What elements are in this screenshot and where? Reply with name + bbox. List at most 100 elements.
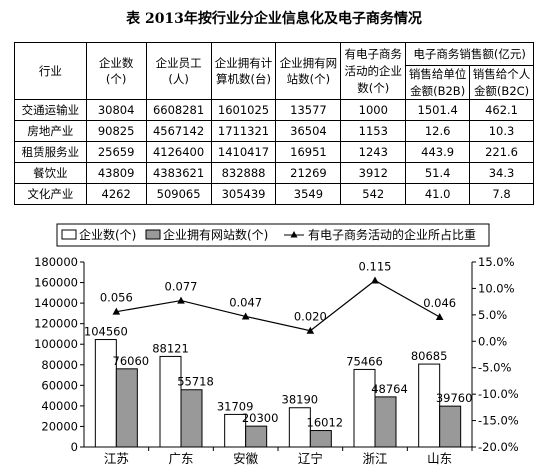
cell-computers: 305439 [210, 183, 277, 206]
header-employees-line2: (人) [168, 72, 189, 87]
data-label-websites: 55718 [177, 375, 214, 389]
bar-enterprises [159, 355, 182, 448]
header-b2b: 销售给单位金额(B2B) [405, 64, 471, 101]
ratio-label: 0.020 [294, 310, 327, 324]
cell-b2c: 462.1 [469, 99, 534, 122]
data-label-enterprises: 38190 [282, 393, 319, 407]
header-websites-line2: 站数(个) [286, 72, 331, 87]
y2-tick-label: -5.0% [478, 361, 511, 375]
page-title: 表 2013年按行业分企业信息化及电子商务情况 [126, 11, 422, 27]
table-row: 餐饮业 43809 4383621 832888 21269 3912 51.4… [14, 162, 534, 185]
x-tick-label: 辽宁 [298, 451, 323, 466]
bar-websites [245, 425, 268, 448]
header-employees-line1: 企业员工 [155, 55, 202, 70]
legend-swatch-enterprises [61, 229, 77, 240]
bar-websites [374, 396, 397, 448]
header-computers-line1: 企业拥有计 [214, 55, 273, 70]
cell-b2c: 221.6 [469, 141, 534, 164]
header-b2b-line2: 金额(B2B) [410, 83, 466, 98]
legend-swatch-websites [145, 229, 161, 240]
cell-b2c: 7.8 [469, 183, 534, 206]
y-tick-label: 20000 [41, 419, 78, 433]
ratio-point [112, 307, 121, 315]
data-label-enterprises: 88121 [152, 341, 189, 355]
bar-enterprises [288, 407, 311, 448]
data-label-enterprises: 104560 [84, 325, 128, 339]
cell-ecom: 1000 [340, 99, 407, 122]
header-computers: 企业拥有计算机数(台) [210, 41, 277, 101]
header-ecom-line2: 活动的企业 [344, 63, 403, 78]
y-tick-label: 120000 [34, 317, 78, 331]
cell-industry: 交通运输业 [14, 99, 87, 122]
cell-b2b: 443.9 [405, 141, 471, 164]
ratio-label: 0.077 [165, 280, 198, 294]
y-tick-label: 160000 [34, 276, 78, 290]
x-tick-label: 山东 [427, 451, 452, 466]
x-tick-label: 广东 [168, 451, 193, 466]
data-label-enterprises: 31709 [217, 399, 254, 413]
cell-websites: 13577 [275, 99, 342, 122]
y2-tick-label: -15.0% [478, 414, 519, 428]
bar-websites [115, 368, 138, 448]
header-websites-line1: 企业拥有网 [279, 55, 338, 70]
header-sales-group: 电子商务销售额(亿元) [405, 42, 534, 66]
header-enterprises: 企业数 (个) [85, 41, 147, 101]
bar-websites [180, 389, 203, 448]
ratio-label: 0.047 [229, 295, 262, 309]
header-computers-line2: 算机数(台) [216, 72, 271, 87]
cell-employees: 509065 [145, 183, 212, 206]
legend-box [56, 223, 490, 247]
cell-b2b: 12.6 [405, 120, 471, 143]
y2-tick-label: 10.0% [478, 281, 515, 295]
table-row: 文化产业 4262 509065 305439 3549 542 41.0 7.… [14, 183, 534, 206]
y-tick-label: 100000 [34, 337, 78, 351]
bar-websites [439, 405, 462, 448]
legend-label-enterprises: 企业数(个) [79, 227, 136, 242]
header-enterprises-line1: 企业数 [98, 55, 134, 70]
ratio-point [435, 312, 444, 320]
data-label-enterprises: 75466 [346, 354, 383, 368]
header-b2c-line1: 销售给个人 [472, 67, 531, 81]
data-label-websites: 48764 [371, 382, 408, 396]
y2-tick-label: -10.0% [478, 387, 519, 401]
data-label-enterprises: 80685 [411, 349, 448, 363]
bar-enterprises [418, 363, 441, 448]
header-industry: 行业 [14, 41, 87, 101]
bar-websites [309, 430, 332, 448]
cell-ecom: 1153 [340, 120, 407, 143]
y2-tick-label: -20.0% [478, 440, 519, 454]
legend-swatch-ratio-marker [290, 231, 298, 238]
x-tick-label: 江苏 [104, 451, 129, 466]
y2-tick-label: 0.0% [478, 334, 507, 348]
chart-legend: 企业数(个) 企业拥有网站数(个) 有电子商务活动的企业所占比重 [56, 223, 490, 247]
y-tick-label: 0 [71, 440, 78, 454]
cell-enterprises: 25659 [85, 141, 147, 164]
ratio-point [241, 312, 250, 320]
y-tick-label: 40000 [41, 399, 78, 413]
data-table: 行业 企业数 (个) 企业员工 (人) 企业拥有计算机数(台) 企业拥有网站数(个)… [14, 41, 534, 206]
y-tick-label: 180000 [34, 255, 78, 269]
table-row: 租赁服务业 25659 4126400 1410417 16951 1243 4… [14, 141, 534, 164]
ratio-label: 0.046 [423, 296, 456, 310]
header-b2b-line1: 销售给单位 [408, 67, 467, 81]
cell-industry: 租赁服务业 [14, 141, 87, 164]
data-label-websites: 20300 [242, 411, 279, 425]
header-employees: 企业员工 (人) [145, 41, 212, 101]
cell-industry: 文化产业 [14, 183, 87, 206]
x-tick-label: 安徽 [233, 451, 259, 466]
data-label-websites: 16012 [307, 416, 344, 430]
x-tick-label: 浙江 [362, 451, 387, 466]
y-tick-label: 140000 [34, 296, 78, 310]
plot-area: 0 20000 40000 60000 80000 100000 120000 140000 1… [34, 255, 519, 466]
cell-b2c: 10.3 [469, 120, 534, 143]
y2-tick-label: 5.0% [478, 308, 507, 322]
cell-employees: 4567142 [145, 120, 212, 143]
table-row: 房地产业 90825 4567142 1711321 36504 1153 12… [14, 120, 534, 143]
y-tick-label: 60000 [41, 378, 78, 392]
header-enterprises-line2: (个) [105, 72, 127, 87]
ratio-point [177, 296, 185, 304]
y2-tick-label: 15.0% [478, 255, 515, 269]
cell-websites: 21269 [275, 162, 342, 185]
header-ecom-line1: 有电子商务 [344, 47, 403, 62]
